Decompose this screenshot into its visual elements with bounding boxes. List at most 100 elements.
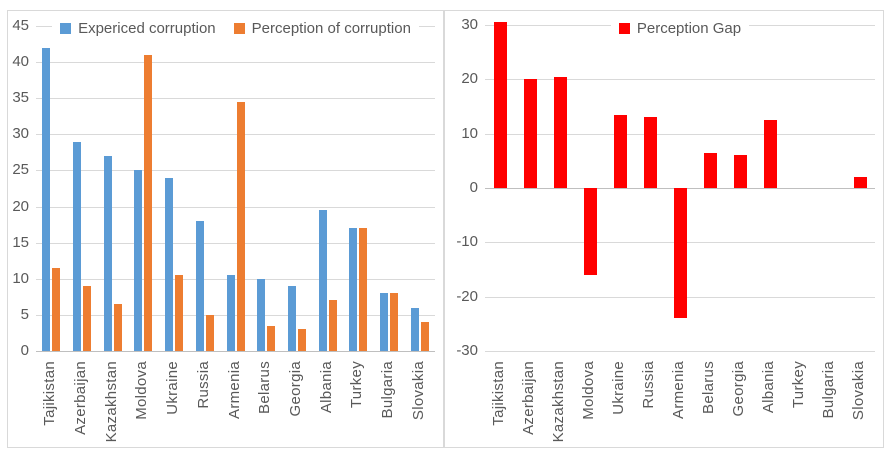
legend-item-perception-of-corruption: Perception of corruption xyxy=(233,19,411,37)
x-category-label-turkey: Turkey xyxy=(348,361,366,409)
bar-expericed-corruption-albania xyxy=(318,210,327,351)
bar-perception-gap-albania xyxy=(763,120,777,188)
x-category-label-moldova: Moldova xyxy=(133,361,151,420)
y-tick-label: 15 xyxy=(12,233,29,251)
gridline xyxy=(36,170,435,172)
x-category-label-azerbaijan: Azerbaijan xyxy=(72,361,90,435)
zero-axis-line xyxy=(36,351,435,352)
bar-expericed-corruption-bulgaria xyxy=(379,293,388,351)
x-category-label-azerbaijan: Azerbaijan xyxy=(520,361,537,435)
bar-perception-of-corruption-kazakhstan xyxy=(113,304,122,351)
x-category-label-armenia: Armenia xyxy=(670,361,687,419)
bar-expericed-corruption-georgia xyxy=(287,286,296,351)
x-category-label-georgia: Georgia xyxy=(286,361,304,417)
y-tick-label: 45 xyxy=(12,17,29,34)
bar-perception-of-corruption-tajikistan xyxy=(52,267,61,351)
expericed-corruption-swatch-icon xyxy=(60,22,72,34)
bar-expericed-corruption-ukraine xyxy=(165,177,174,351)
gridline xyxy=(485,351,875,352)
x-category-label-slovakia: Slovakia xyxy=(409,361,427,421)
perception-gap-chart: Perception Gap 30 20 10 0 -10 -20 -30 Tajikista… xyxy=(444,10,884,448)
x-category-label-ukraine: Ukraine xyxy=(610,361,627,415)
y-tick-label: 35 xyxy=(12,89,29,107)
gridline xyxy=(485,133,875,135)
perception-of-corruption-swatch-icon xyxy=(233,22,245,34)
x-category-label-ukraine: Ukraine xyxy=(164,361,182,415)
bar-perception-of-corruption-georgia xyxy=(297,329,306,351)
y-tick-label: 25 xyxy=(12,161,29,179)
x-category-label-kazakhstan: Kazakhstan xyxy=(102,361,120,443)
bar-perception-gap-tajikistan xyxy=(493,22,507,188)
bar-perception-of-corruption-bulgaria xyxy=(389,293,398,351)
legend-item-perception-gap: Perception Gap xyxy=(618,19,742,37)
y-tick-label: -10 xyxy=(456,233,478,251)
x-category-label-bulgaria: Bulgaria xyxy=(378,361,396,419)
y-tick-label: 0 xyxy=(20,342,29,359)
gridline xyxy=(36,278,435,280)
gridline xyxy=(36,62,435,64)
bar-perception-gap-azerbaijan xyxy=(523,79,537,188)
bar-perception-of-corruption-ukraine xyxy=(175,275,184,351)
x-category-label-russia: Russia xyxy=(194,361,212,409)
x-category-label-albania: Albania xyxy=(760,361,777,414)
bar-perception-of-corruption-russia xyxy=(205,314,214,351)
y-tick-label: 10 xyxy=(461,124,478,142)
left-chart-legend: Expericed corruption Perception of corru… xyxy=(36,17,435,39)
x-category-label-russia: Russia xyxy=(640,361,657,409)
bar-expericed-corruption-armenia xyxy=(226,275,235,351)
y-tick-label: 20 xyxy=(12,197,29,215)
bar-expericed-corruption-russia xyxy=(195,221,204,351)
gridline xyxy=(36,134,435,136)
perception-gap-legend-label: Perception Gap xyxy=(636,19,742,37)
y-tick-label: 40 xyxy=(12,53,29,71)
bar-perception-gap-moldova xyxy=(583,188,597,275)
bar-perception-gap-armenia xyxy=(673,188,687,319)
x-category-label-bulgaria: Bulgaria xyxy=(820,361,837,419)
bar-perception-of-corruption-azerbaijan xyxy=(83,286,92,351)
bar-expericed-corruption-kazakhstan xyxy=(103,156,112,351)
bar-expericed-corruption-turkey xyxy=(349,228,358,351)
x-category-label-tajikistan: Tajikistan xyxy=(490,361,507,426)
y-tick-label: 5 xyxy=(20,305,29,323)
bar-perception-gap-kazakhstan xyxy=(553,76,567,188)
bar-perception-of-corruption-slovakia xyxy=(420,322,429,351)
bar-expericed-corruption-azerbaijan xyxy=(73,141,82,351)
y-tick-label: -30 xyxy=(456,342,478,359)
bar-perception-gap-ukraine xyxy=(613,114,627,188)
perception-gap-swatch-icon xyxy=(618,22,630,34)
bar-expericed-corruption-slovakia xyxy=(410,307,419,351)
bar-perception-of-corruption-armenia xyxy=(236,101,245,351)
x-category-label-georgia: Georgia xyxy=(730,361,747,417)
y-tick-label: 30 xyxy=(12,125,29,143)
x-category-label-kazakhstan: Kazakhstan xyxy=(550,361,567,443)
perception-of-corruption-legend-label: Perception of corruption xyxy=(251,19,411,37)
x-category-label-moldova: Moldova xyxy=(580,361,597,420)
left-chart-legend-box: Expericed corruption Perception of corru… xyxy=(52,17,419,39)
x-category-label-tajikistan: Tajikistan xyxy=(41,361,59,426)
bar-perception-of-corruption-turkey xyxy=(359,228,368,351)
gridline xyxy=(485,79,875,81)
right-chart-legend: Perception Gap xyxy=(485,17,875,39)
x-category-label-belarus: Belarus xyxy=(256,361,274,414)
gridline xyxy=(36,206,435,208)
x-category-label-turkey: Turkey xyxy=(790,361,807,409)
x-category-label-belarus: Belarus xyxy=(700,361,717,414)
x-category-label-slovakia: Slovakia xyxy=(850,361,867,421)
bar-perception-gap-slovakia xyxy=(853,177,867,188)
y-tick-label: 20 xyxy=(461,70,478,88)
x-category-label-armenia: Armenia xyxy=(225,361,243,419)
gridline xyxy=(36,98,435,100)
legend-item-expericed-corruption: Expericed corruption xyxy=(60,20,216,37)
bar-perception-gap-georgia xyxy=(733,155,747,188)
y-tick-label: 0 xyxy=(469,179,478,196)
bar-expericed-corruption-moldova xyxy=(134,170,143,351)
gridline xyxy=(36,314,435,316)
y-tick-label: 10 xyxy=(12,269,29,287)
y-tick-label: -20 xyxy=(456,287,478,305)
bar-perception-gap-belarus xyxy=(703,152,717,188)
expericed-corruption-legend-label: Expericed corruption xyxy=(78,19,216,37)
right-chart-legend-box: Perception Gap xyxy=(610,17,750,39)
bar-perception-of-corruption-belarus xyxy=(267,325,276,351)
bar-perception-of-corruption-albania xyxy=(328,300,337,351)
